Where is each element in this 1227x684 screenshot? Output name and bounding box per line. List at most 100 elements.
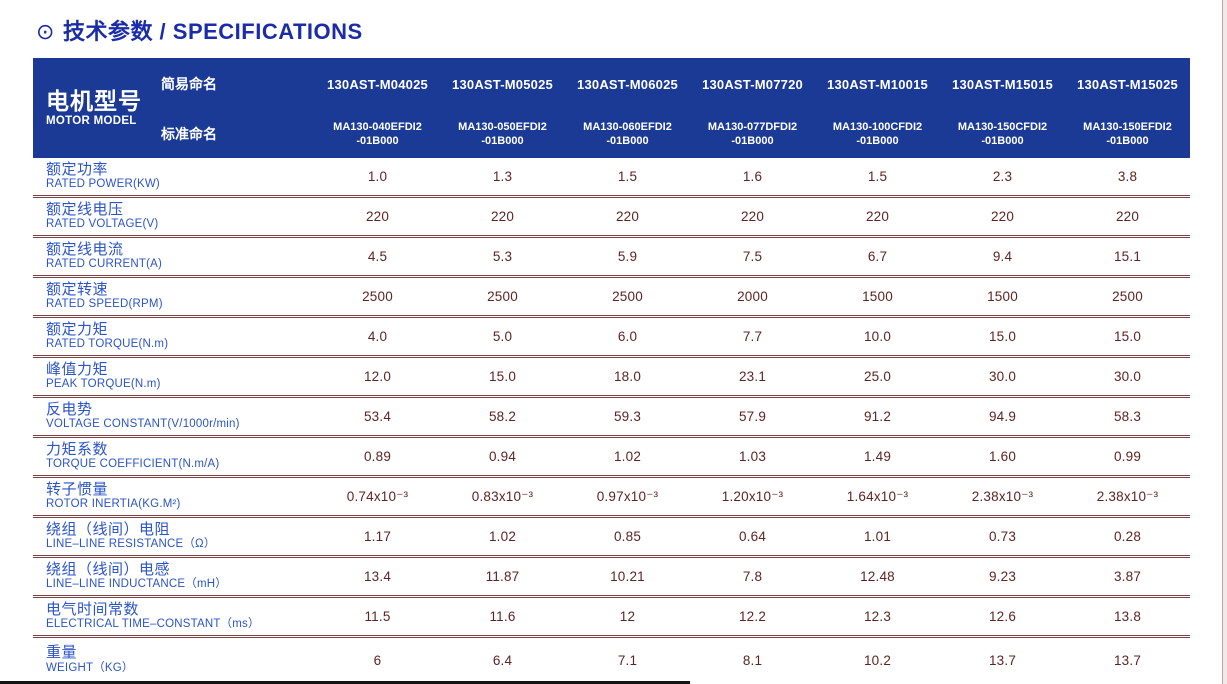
spec-value: 1.03 [738, 449, 767, 464]
motor-model-heading: 电机型号 MOTOR MODEL [33, 58, 161, 158]
model-standard-name-line2: -01B000 [856, 135, 899, 147]
model-standard-name-line2: -01B000 [356, 135, 399, 147]
spec-label-zh: 额定线电流 [46, 240, 124, 258]
spec-row: 额定线电压 RATED VOLTAGE(V) 220 220 220 220 220 22… [33, 198, 1190, 238]
spec-value: 0.64 [738, 529, 767, 544]
model-simple-name: 130AST-M15015 [952, 76, 1053, 92]
spec-value: 12.6 [988, 609, 1017, 624]
spec-value: 10.0 [863, 329, 892, 344]
spec-value: 220 [740, 209, 765, 224]
spec-value: 3.87 [1113, 569, 1142, 584]
spec-value: 220 [990, 209, 1015, 224]
model-standard-name-line1: MA130-077DFDI2 [707, 120, 798, 133]
spec-label-zh: 额定转速 [46, 280, 109, 298]
spec-value: 2500 [1112, 289, 1143, 304]
spec-row-label: 电气时间常数 ELECTRICAL TIME–CONSTANT（ms） [33, 598, 315, 635]
spec-value: 220 [365, 209, 390, 224]
model-column-header: 130AST-M07720 MA130-077DFDI2 -01B000 [690, 58, 815, 158]
spec-value: 12.0 [363, 369, 392, 384]
spec-value: 2.38x10⁻³ [971, 488, 1034, 504]
model-column-header: 130AST-M05025 MA130-050EFDI2 -01B000 [440, 58, 565, 158]
model-columns: 130AST-M04025 MA130-040EFDI2 -01B000 130… [315, 58, 1190, 158]
spec-value: 1.0 [367, 169, 388, 184]
spec-row-label: 峰值力矩 PEAK TORQUE(N.m) [33, 358, 315, 395]
spec-label-en: WEIGHT（KG） [46, 661, 134, 674]
model-simple-name: 130AST-M05025 [452, 76, 553, 92]
model-column-header: 130AST-M04025 MA130-040EFDI2 -01B000 [315, 58, 440, 158]
model-standard-name: MA130-150CFDI2 -01B000 [940, 110, 1065, 158]
spec-value: 58.2 [488, 409, 517, 424]
model-standard-name-line1: MA130-100CFDI2 [832, 120, 923, 133]
spec-value: 2.3 [992, 169, 1013, 184]
naming-labels: 简易命名 标准命名 [161, 58, 315, 158]
spec-value: 10.2 [863, 652, 892, 668]
spec-value: 59.3 [613, 409, 642, 424]
spec-value: 23.1 [738, 369, 767, 384]
spec-label-zh: 力矩系数 [46, 440, 109, 458]
spec-value: 5.0 [492, 329, 513, 344]
spec-value: 0.94 [488, 449, 517, 464]
spec-value: 12.2 [738, 609, 767, 624]
spec-value: 0.74x10⁻³ [346, 488, 409, 504]
spec-label-zh: 绕组（线间）电阻 [46, 520, 171, 538]
model-standard-name-line1: MA130-150CFDI2 [957, 120, 1048, 133]
spec-label-en: VOLTAGE CONSTANT(V/1000r/min) [46, 418, 240, 431]
spec-label-en: RATED POWER(KW) [46, 178, 160, 191]
motor-model-heading-zh: 电机型号 [46, 88, 142, 115]
spec-label-zh: 绕组（线间）电感 [46, 560, 171, 578]
spec-value: 6.7 [867, 249, 888, 264]
spec-value: 2000 [737, 289, 768, 304]
spec-value: 4.5 [367, 249, 388, 264]
spec-value: 94.9 [988, 409, 1017, 424]
spec-value: 220 [1115, 209, 1140, 224]
spec-value: 7.5 [742, 249, 763, 264]
spec-value: 5.9 [617, 249, 638, 264]
simple-name-label: 简易命名 [161, 76, 217, 92]
bottom-edge-bar [0, 681, 690, 684]
spec-value: 11.6 [489, 609, 516, 624]
spec-row-label: 额定线电流 RATED CURRENT(A) [33, 238, 315, 275]
table-header-left: 电机型号 MOTOR MODEL 简易命名 标准命名 [33, 58, 315, 158]
spec-row: 峰值力矩 PEAK TORQUE(N.m) 12.0 15.0 18.0 23.1 25… [33, 358, 1190, 398]
spec-label-en: ROTOR INERTIA(KG.M²) [46, 498, 181, 511]
spec-label-zh: 峰值力矩 [46, 360, 109, 378]
spec-value: 1.17 [363, 529, 392, 544]
spec-row: 额定力矩 RATED TORQUE(N.m) 4.0 5.0 6.0 7.7 10.0 1… [33, 318, 1190, 358]
spec-value: 0.99 [1113, 449, 1142, 464]
spec-value: 6.0 [617, 329, 638, 344]
spec-label-en: TORQUE COEFFICIENT(N.m/A) [46, 458, 220, 471]
spec-value: 0.97x10⁻³ [596, 488, 659, 504]
model-standard-name: MA130-100CFDI2 -01B000 [815, 110, 940, 158]
spec-value: 3.8 [1117, 169, 1138, 184]
spec-value: 7.1 [617, 652, 638, 668]
page-right-edge [1222, 0, 1227, 684]
model-standard-name: MA130-150EFDI2 -01B000 [1065, 110, 1190, 158]
model-standard-name-line1: MA130-050EFDI2 [458, 120, 547, 133]
spec-value: 0.89 [363, 449, 392, 464]
spec-value: 10.21 [610, 569, 645, 584]
spec-label-en: RATED CURRENT(A) [46, 258, 163, 271]
spec-value: 11.5 [364, 609, 391, 624]
standard-name-label: 标准命名 [161, 126, 217, 142]
spec-row: 额定线电流 RATED CURRENT(A) 4.5 5.3 5.9 7.5 6.7 9.… [33, 238, 1190, 278]
spec-label-zh: 额定功率 [46, 160, 109, 178]
spec-value: 12.3 [863, 609, 892, 624]
model-simple-name: 130AST-M07720 [702, 76, 803, 92]
spec-value: 11.87 [485, 569, 520, 584]
spec-value: 53.4 [363, 409, 392, 424]
spec-value: 2500 [612, 289, 643, 304]
spec-value: 0.85 [613, 529, 642, 544]
spec-value: 6.4 [492, 652, 513, 668]
model-standard-name-line2: -01B000 [731, 135, 774, 147]
spec-row: 转子惯量 ROTOR INERTIA(KG.M²) 0.74x10⁻³ 0.83x… [33, 478, 1190, 518]
spec-label-zh: 额定线电压 [46, 200, 124, 218]
spec-value: 15.1 [1113, 249, 1142, 264]
spec-value: 220 [615, 209, 640, 224]
spec-label-en: RATED VOLTAGE(V) [46, 218, 159, 231]
spec-value: 1.5 [867, 169, 888, 184]
spec-label-en: LINE–LINE RESISTANCE（Ω） [46, 538, 216, 551]
spec-row-label: 绕组（线间）电感 LINE–LINE INDUCTANCE（mH） [33, 558, 315, 595]
model-simple-name: 130AST-M15025 [1077, 76, 1178, 92]
spec-value: 1.02 [488, 529, 517, 544]
